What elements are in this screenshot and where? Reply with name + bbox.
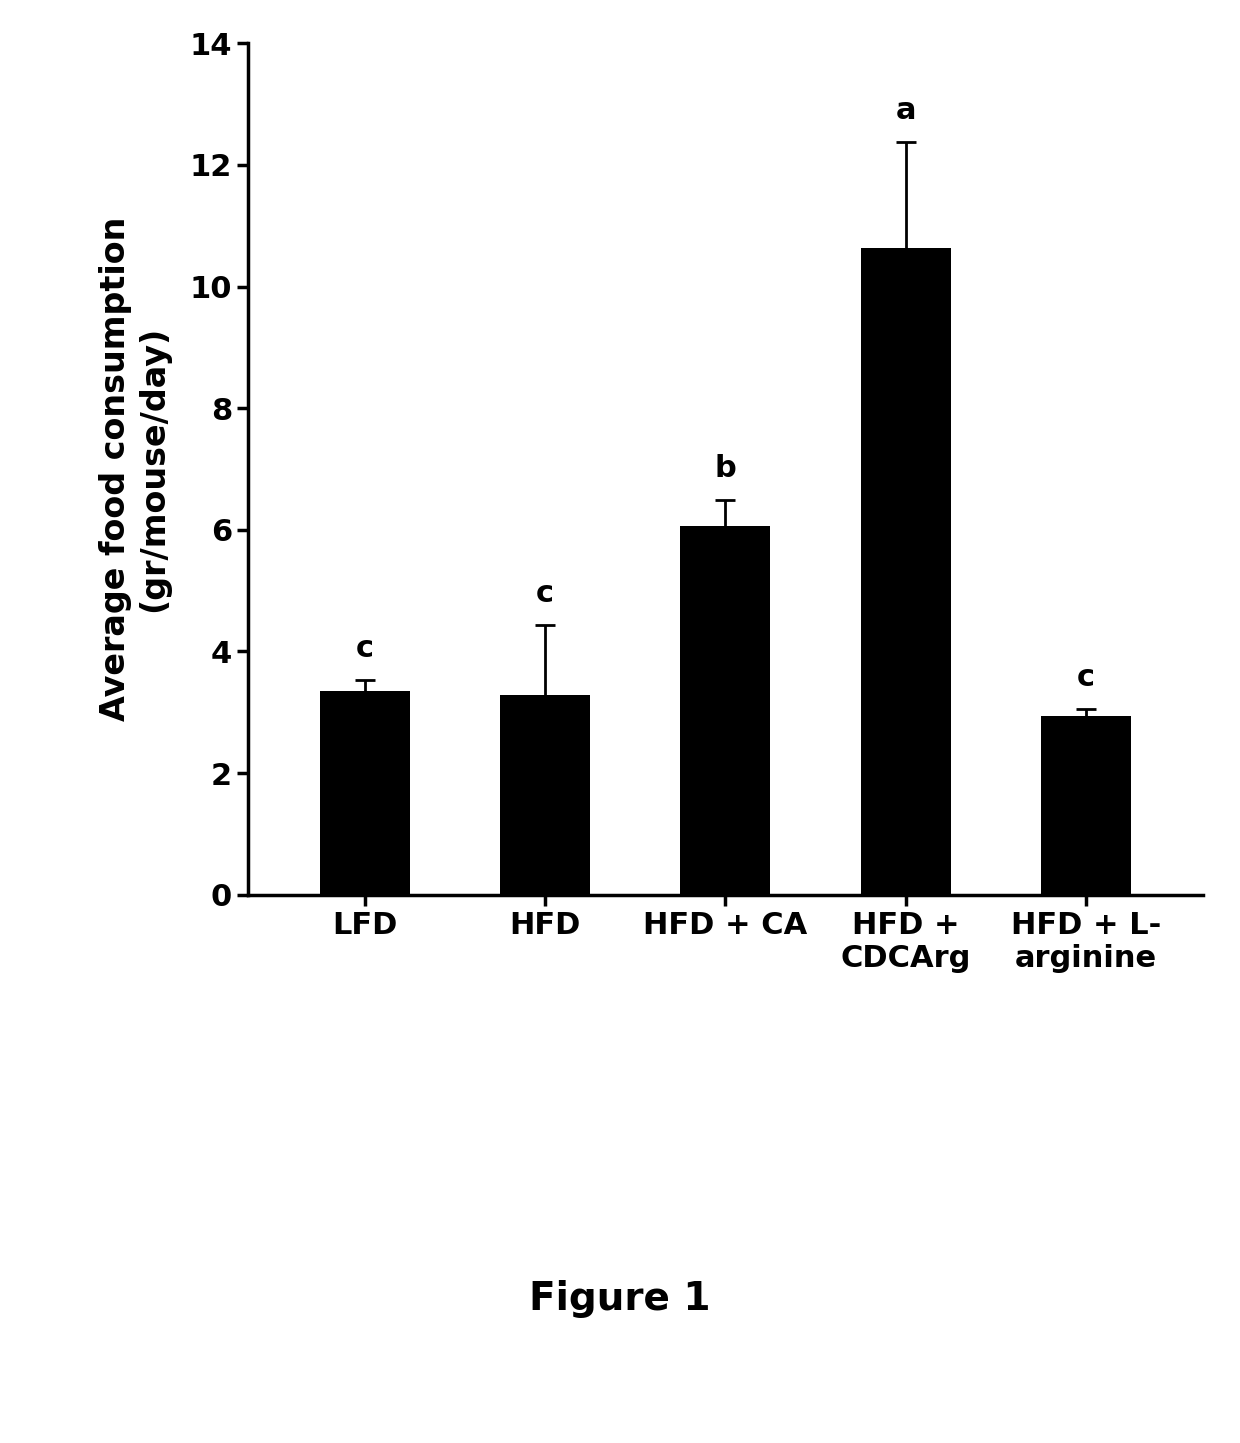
Y-axis label: Average food consumption
(gr/mouse/day): Average food consumption (gr/mouse/day) [99,216,170,722]
Text: a: a [895,95,916,124]
Text: c: c [356,633,374,662]
Bar [1040,717,1131,895]
Text: c: c [1076,664,1095,693]
Bar [320,691,410,895]
Bar [861,248,951,895]
Text: Figure 1: Figure 1 [529,1280,711,1317]
Text: c: c [536,579,554,609]
Bar [500,696,590,895]
Bar [681,525,770,895]
Text: b: b [714,455,737,483]
